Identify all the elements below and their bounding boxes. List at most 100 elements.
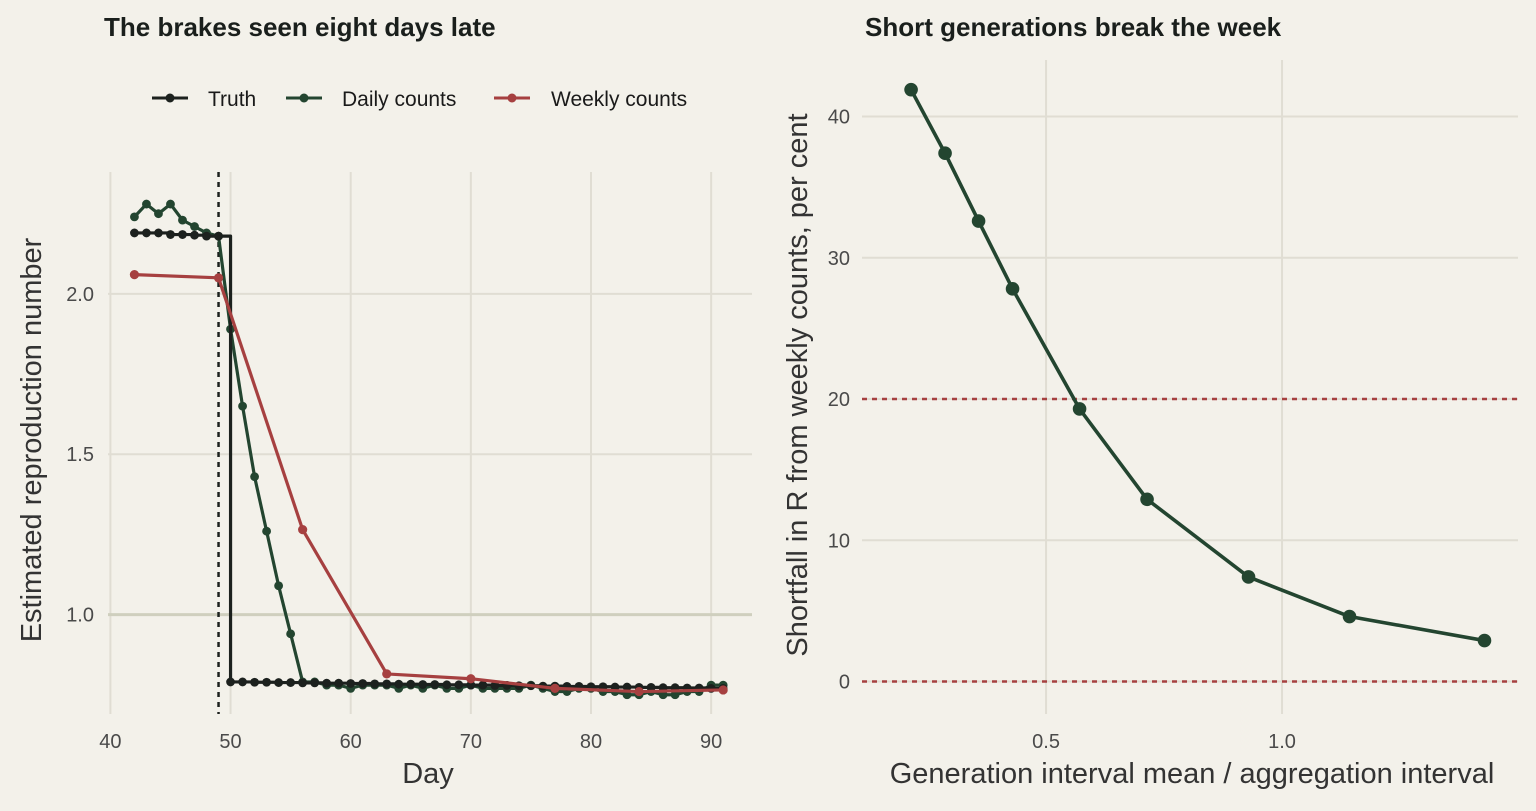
legend-dot-weekly (507, 93, 517, 103)
left-y-tick-2-0: 2.0 (66, 284, 94, 306)
left-y-tick-1-5: 1.5 (66, 444, 94, 466)
point-shortfall-2 (938, 146, 952, 161)
point-truth-day-71 (478, 680, 488, 690)
left-x-tick-50: 50 (219, 731, 241, 753)
point-daily-counts-day-45 (166, 199, 175, 209)
point-shortfall-9 (1477, 633, 1492, 648)
legend-label-weekly: Weekly counts (551, 88, 687, 111)
point-weekly-counts-day-77 (550, 683, 560, 693)
point-daily-counts-day-47 (190, 222, 199, 231)
point-truth-day-44 (154, 228, 163, 238)
legend-label-daily: Daily counts (342, 88, 456, 111)
point-truth-day-66 (418, 680, 428, 689)
left-reference-lines (108, 172, 752, 714)
point-truth-day-56 (298, 678, 308, 688)
left-x-tick-labels: 40 50 60 70 80 90 (99, 731, 722, 753)
right-y-tick-10: 10 (828, 530, 850, 552)
point-truth-day-54 (274, 678, 284, 687)
point-truth-day-59 (334, 678, 344, 688)
legend-item-daily: Daily counts (286, 88, 456, 111)
legend-dot-truth (165, 93, 175, 103)
point-truth-day-63 (382, 679, 392, 689)
left-y-axis-label: Estimated reproduction number (16, 237, 48, 642)
right-y-axis-label: Shortfall in R from weekly counts, per c… (782, 113, 814, 656)
point-daily-counts-day-44 (154, 209, 163, 219)
point-truth-day-61 (358, 679, 368, 688)
point-truth-day-67 (430, 680, 440, 689)
point-weekly-counts-day-63 (382, 669, 392, 679)
point-weekly-counts-day-42 (129, 270, 140, 280)
point-weekly-counts-day-84 (634, 686, 644, 697)
point-truth-day-69 (454, 680, 464, 690)
left-grid (108, 172, 752, 714)
legend-item-truth: Truth (152, 88, 256, 111)
right-x-tick-labels: 0.5 1.0 (1032, 731, 1296, 753)
point-daily-counts-day-87 (670, 690, 680, 700)
point-weekly-counts-day-56 (298, 524, 308, 535)
point-truth-day-68 (442, 680, 452, 690)
point-shortfall-6 (1140, 492, 1154, 507)
series-truth (130, 228, 728, 693)
point-truth-day-58 (322, 678, 332, 688)
legend: Truth Daily counts Weekly counts (152, 88, 687, 111)
left-x-axis-label: Day (402, 758, 454, 790)
point-truth-day-85 (646, 682, 656, 692)
point-truth-day-51 (238, 677, 247, 687)
point-daily-counts-day-53 (262, 526, 271, 536)
point-daily-counts-day-51 (238, 401, 247, 411)
point-truth-day-46 (178, 230, 187, 239)
legend-item-weekly: Weekly counts (494, 88, 687, 111)
point-truth-day-43 (142, 228, 151, 238)
point-truth-day-42 (130, 228, 139, 238)
right-x-tick-0-5: 0.5 (1032, 731, 1060, 753)
point-daily-counts-day-46 (178, 215, 187, 225)
point-truth-day-64 (394, 679, 404, 689)
point-shortfall-8 (1342, 609, 1357, 624)
point-weekly-counts-day-49 (213, 273, 224, 283)
point-shortfall-4 (1005, 282, 1020, 296)
point-truth-day-50 (226, 677, 235, 687)
left-y-tick-labels: 1.0 1.5 2.0 (66, 284, 94, 627)
right-x-tick-1-0: 1.0 (1268, 731, 1296, 753)
right-x-axis-label: Generation interval mean / aggregation i… (890, 758, 1495, 790)
point-truth-day-52 (250, 677, 259, 687)
right-chart-title: Short generations break the week (865, 12, 1282, 42)
series-shortfall (904, 82, 1492, 648)
right-y-tick-0: 0 (839, 672, 850, 694)
point-truth-day-57 (310, 678, 320, 688)
left-series (129, 199, 728, 700)
point-truth-day-60 (346, 679, 356, 688)
point-daily-counts-day-55 (286, 629, 296, 639)
point-truth-day-83 (622, 682, 632, 692)
right-panel: Short generations break the week 0.5 1.0 … (782, 12, 1518, 790)
point-daily-counts-day-52 (250, 472, 259, 482)
point-truth-day-62 (370, 679, 380, 689)
point-truth-day-53 (262, 677, 271, 687)
left-y-tick-1-0: 1.0 (66, 605, 94, 627)
right-y-tick-30: 30 (828, 248, 850, 270)
left-x-tick-60: 60 (340, 731, 362, 753)
left-x-tick-70: 70 (460, 731, 482, 753)
point-daily-counts-day-43 (142, 199, 151, 209)
left-chart-title: The brakes seen eight days late (104, 12, 496, 42)
legend-label-truth: Truth (208, 88, 256, 111)
point-truth-day-49 (214, 231, 223, 241)
point-daily-counts-day-54 (274, 581, 284, 591)
legend-dot-daily (299, 93, 309, 103)
left-x-tick-80: 80 (580, 731, 602, 753)
point-truth-day-70 (466, 680, 476, 690)
right-y-tick-labels: 0 10 20 30 40 (828, 107, 850, 694)
right-grid (862, 60, 1518, 714)
right-y-tick-20: 20 (828, 389, 850, 411)
point-truth-day-47 (190, 230, 199, 240)
point-shortfall-5 (1072, 402, 1087, 416)
point-shortfall-1 (904, 82, 918, 97)
line-shortfall (909, 88, 1485, 643)
right-series (904, 82, 1492, 648)
point-truth-day-55 (286, 678, 296, 687)
point-truth-day-45 (166, 230, 175, 239)
point-shortfall-3 (971, 214, 986, 228)
point-truth-day-65 (406, 679, 416, 689)
